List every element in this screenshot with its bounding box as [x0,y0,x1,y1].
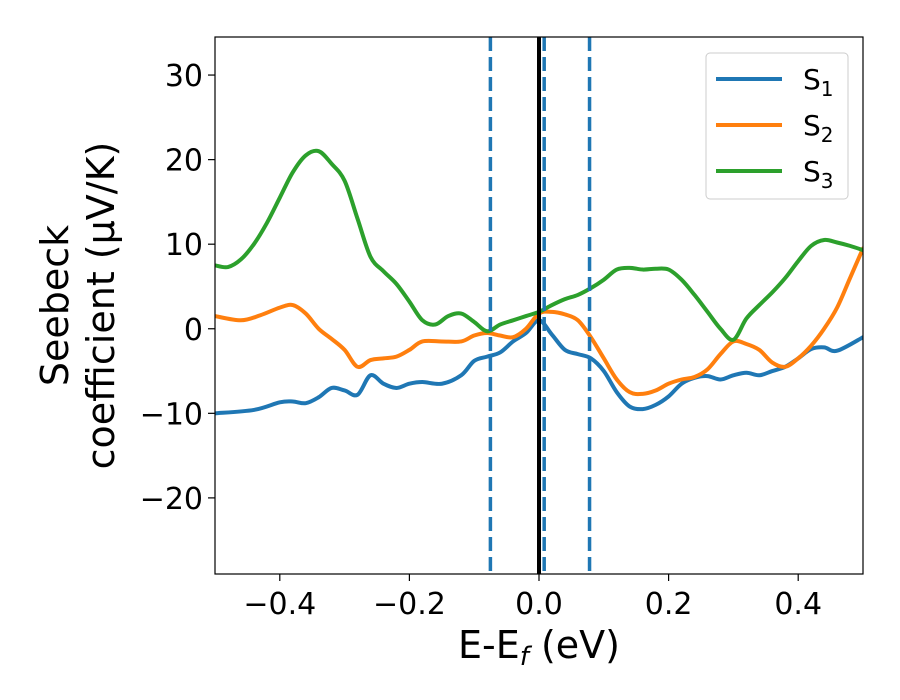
y-tick-label: 10 [165,228,203,263]
series-line-s2 [215,246,863,397]
legend-item-s2: S2 [716,109,834,147]
y-axis-label: Seebeck coefficient (μV/K) [33,142,123,470]
x-axis-label-main: E-E [458,623,520,667]
y-tick-label: 30 [165,59,203,94]
y-tick-label: 20 [165,144,203,179]
y-tick-label: −10 [140,397,203,432]
legend: S1 S2 S3 [705,52,849,200]
y-axis-label-line2: coefficient (μV/K) [79,142,123,470]
x-axis-label: E-Ef (eV) [458,623,620,672]
x-tick-label: −0.4 [243,587,316,622]
x-axis-label-unit: (eV) [529,623,620,667]
legend-item-s3: S3 [716,155,834,193]
y-axis-label-line1: Seebeck [33,225,77,386]
x-tick-label: 0.4 [774,587,822,622]
reference-lines [488,37,592,574]
x-tick-label: −0.2 [373,587,446,622]
x-tick-label: 0.0 [515,587,563,622]
y-tick-label: −20 [140,482,203,517]
y-axis-ticks: −20 −10 0 10 20 30 [140,59,215,517]
x-axis-ticks: −0.4 −0.2 0.0 0.2 0.4 [243,574,822,622]
x-tick-label: 0.2 [645,587,693,622]
legend-label: S3 [803,155,834,193]
series-line-s1 [215,318,863,416]
legend-label: S2 [803,109,834,147]
legend-item-s1: S1 [716,63,834,101]
legend-label: S1 [803,63,834,101]
y-tick-label: 0 [184,313,203,348]
